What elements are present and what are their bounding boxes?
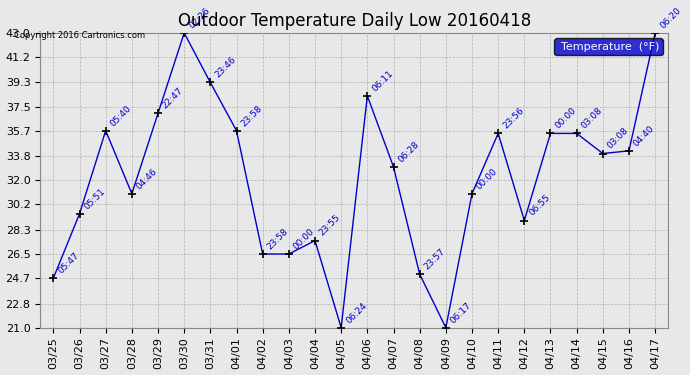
- Text: 23:57: 23:57: [422, 247, 447, 272]
- Text: 04:40: 04:40: [632, 124, 656, 148]
- Text: 03:08: 03:08: [606, 126, 630, 151]
- Text: 23:58: 23:58: [266, 226, 290, 251]
- Text: 00:00: 00:00: [553, 106, 578, 130]
- Text: 23:58: 23:58: [239, 104, 264, 128]
- Text: 06:28: 06:28: [396, 140, 421, 164]
- Text: 06:11: 06:11: [370, 69, 395, 93]
- Title: Outdoor Temperature Daily Low 20160418: Outdoor Temperature Daily Low 20160418: [177, 12, 531, 30]
- Text: 06:24: 06:24: [344, 300, 368, 325]
- Text: 04:46: 04:46: [135, 166, 159, 191]
- Text: 23:55: 23:55: [318, 213, 342, 238]
- Text: 05:40: 05:40: [108, 104, 133, 128]
- Text: 02:26: 02:26: [187, 6, 211, 30]
- Text: 03:08: 03:08: [580, 106, 604, 130]
- Text: 23:56: 23:56: [501, 106, 526, 130]
- Text: 06:55: 06:55: [527, 193, 552, 218]
- Text: 22:47: 22:47: [161, 86, 185, 111]
- Text: 05:47: 05:47: [56, 251, 81, 275]
- Text: 00:00: 00:00: [475, 166, 500, 191]
- Text: 06:20: 06:20: [658, 6, 682, 30]
- Legend: Temperature  (°F): Temperature (°F): [554, 39, 662, 55]
- Text: Copyright 2016 Cartronics.com: Copyright 2016 Cartronics.com: [14, 30, 145, 39]
- Text: 05:51: 05:51: [82, 186, 107, 211]
- Text: 06:17: 06:17: [448, 300, 473, 325]
- Text: 23:46: 23:46: [213, 55, 237, 80]
- Text: 00:00: 00:00: [292, 226, 316, 251]
